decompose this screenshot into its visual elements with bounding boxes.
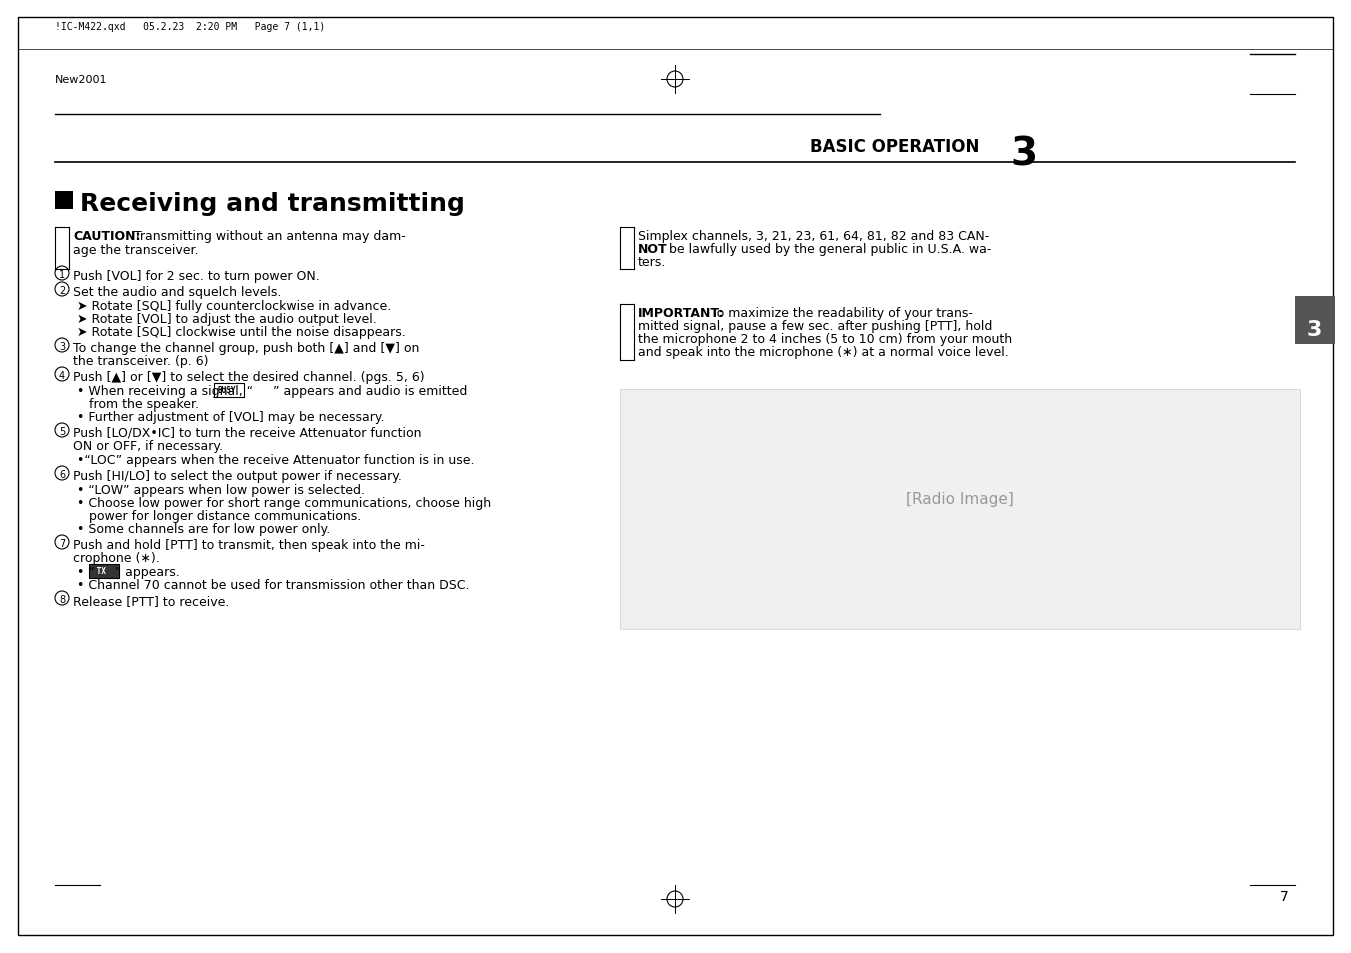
Text: To change the channel group, push both [▲] and [▼] on: To change the channel group, push both [… — [73, 341, 419, 355]
Text: the microphone 2 to 4 inches (5 to 10 cm) from your mouth: the microphone 2 to 4 inches (5 to 10 cm… — [638, 333, 1012, 346]
Text: 1: 1 — [59, 270, 65, 280]
FancyBboxPatch shape — [55, 192, 73, 210]
Text: 7: 7 — [1279, 889, 1289, 903]
Text: CAUTION:: CAUTION: — [73, 230, 141, 243]
Text: • Some channels are for low power only.: • Some channels are for low power only. — [77, 522, 330, 536]
Text: crophone (∗).: crophone (∗). — [73, 552, 159, 564]
Text: Push [LO/DX•IC] to turn the receive Attenuator function: Push [LO/DX•IC] to turn the receive Atte… — [73, 427, 422, 439]
Text: ➤ Rotate [SQL] clockwise until the noise disappears.: ➤ Rotate [SQL] clockwise until the noise… — [77, 326, 405, 338]
Text: • Further adjustment of [VOL] may be necessary.: • Further adjustment of [VOL] may be nec… — [77, 411, 385, 423]
Text: 7: 7 — [59, 538, 65, 548]
Text: • “     ” appears.: • “ ” appears. — [77, 565, 180, 578]
Text: BUSY: BUSY — [218, 386, 235, 395]
Text: • When receiving a signal, “     ” appears and audio is emitted: • When receiving a signal, “ ” appears a… — [77, 385, 467, 397]
Text: ➤ Rotate [SQL] fully counterclockwise in advance.: ➤ Rotate [SQL] fully counterclockwise in… — [77, 299, 392, 313]
Text: TX: TX — [92, 566, 111, 576]
Text: [Radio Image]: [Radio Image] — [907, 492, 1015, 507]
Text: ON or OFF, if necessary.: ON or OFF, if necessary. — [73, 439, 223, 453]
Text: Release [PTT] to receive.: Release [PTT] to receive. — [73, 595, 230, 607]
Text: 6: 6 — [59, 470, 65, 479]
Text: 3: 3 — [1306, 319, 1323, 339]
Text: Push [VOL] for 2 sec. to turn power ON.: Push [VOL] for 2 sec. to turn power ON. — [73, 270, 320, 283]
Text: 3: 3 — [59, 341, 65, 352]
FancyBboxPatch shape — [213, 384, 245, 397]
Text: • Choose low power for short range communications, choose high: • Choose low power for short range commu… — [77, 497, 492, 510]
Text: IMPORTANT:: IMPORTANT: — [638, 307, 724, 319]
FancyBboxPatch shape — [89, 564, 119, 578]
Text: Simplex channels, 3, 21, 23, 61, 64, 81, 82 and 83 CAN-: Simplex channels, 3, 21, 23, 61, 64, 81,… — [638, 230, 989, 243]
FancyBboxPatch shape — [620, 390, 1300, 629]
Text: Push and hold [PTT] to transmit, then speak into the mi-: Push and hold [PTT] to transmit, then sp… — [73, 538, 424, 552]
Text: • “LOW” appears when low power is selected.: • “LOW” appears when low power is select… — [77, 483, 365, 497]
Text: • Channel 70 cannot be used for transmission other than DSC.: • Channel 70 cannot be used for transmis… — [77, 578, 470, 592]
Text: 5: 5 — [59, 427, 65, 436]
Text: NOT: NOT — [638, 243, 667, 255]
Text: New2001: New2001 — [55, 75, 108, 85]
Text: power for longer distance communications.: power for longer distance communications… — [77, 510, 361, 522]
Text: 3: 3 — [1011, 135, 1038, 172]
Text: age the transceiver.: age the transceiver. — [73, 244, 199, 256]
Text: BASIC OPERATION: BASIC OPERATION — [811, 138, 979, 156]
Text: Push [HI/LO] to select the output power if necessary.: Push [HI/LO] to select the output power … — [73, 470, 401, 482]
Text: To maximize the readability of your trans-: To maximize the readability of your tran… — [707, 307, 973, 319]
FancyBboxPatch shape — [1296, 296, 1335, 345]
Text: 2: 2 — [59, 286, 65, 295]
Text: ➤ Rotate [VOL] to adjust the audio output level.: ➤ Rotate [VOL] to adjust the audio outpu… — [77, 313, 377, 326]
Text: mitted signal, pause a few sec. after pushing [PTT], hold: mitted signal, pause a few sec. after pu… — [638, 319, 993, 333]
Text: the transceiver. (p. 6): the transceiver. (p. 6) — [73, 355, 208, 368]
Text: be lawfully used by the general public in U.S.A. wa-: be lawfully used by the general public i… — [665, 243, 992, 255]
Text: and speak into the microphone (∗) at a normal voice level.: and speak into the microphone (∗) at a n… — [638, 346, 1009, 358]
Text: from the speaker.: from the speaker. — [77, 397, 199, 411]
Text: Push [▲] or [▼] to select the desired channel. (pgs. 5, 6): Push [▲] or [▼] to select the desired ch… — [73, 371, 424, 384]
Text: !IC-M422.qxd   05.2.23  2:20 PM   Page 7 (1,1): !IC-M422.qxd 05.2.23 2:20 PM Page 7 (1,1… — [55, 22, 326, 32]
Text: 4: 4 — [59, 371, 65, 380]
Text: ters.: ters. — [638, 255, 666, 269]
Text: Transmitting without an antenna may dam-: Transmitting without an antenna may dam- — [130, 230, 405, 243]
Text: Set the audio and squelch levels.: Set the audio and squelch levels. — [73, 286, 281, 298]
Text: 8: 8 — [59, 595, 65, 604]
Text: •“LOC” appears when the receive Attenuator function is in use.: •“LOC” appears when the receive Attenuat… — [77, 454, 474, 467]
Text: Receiving and transmitting: Receiving and transmitting — [80, 192, 465, 215]
